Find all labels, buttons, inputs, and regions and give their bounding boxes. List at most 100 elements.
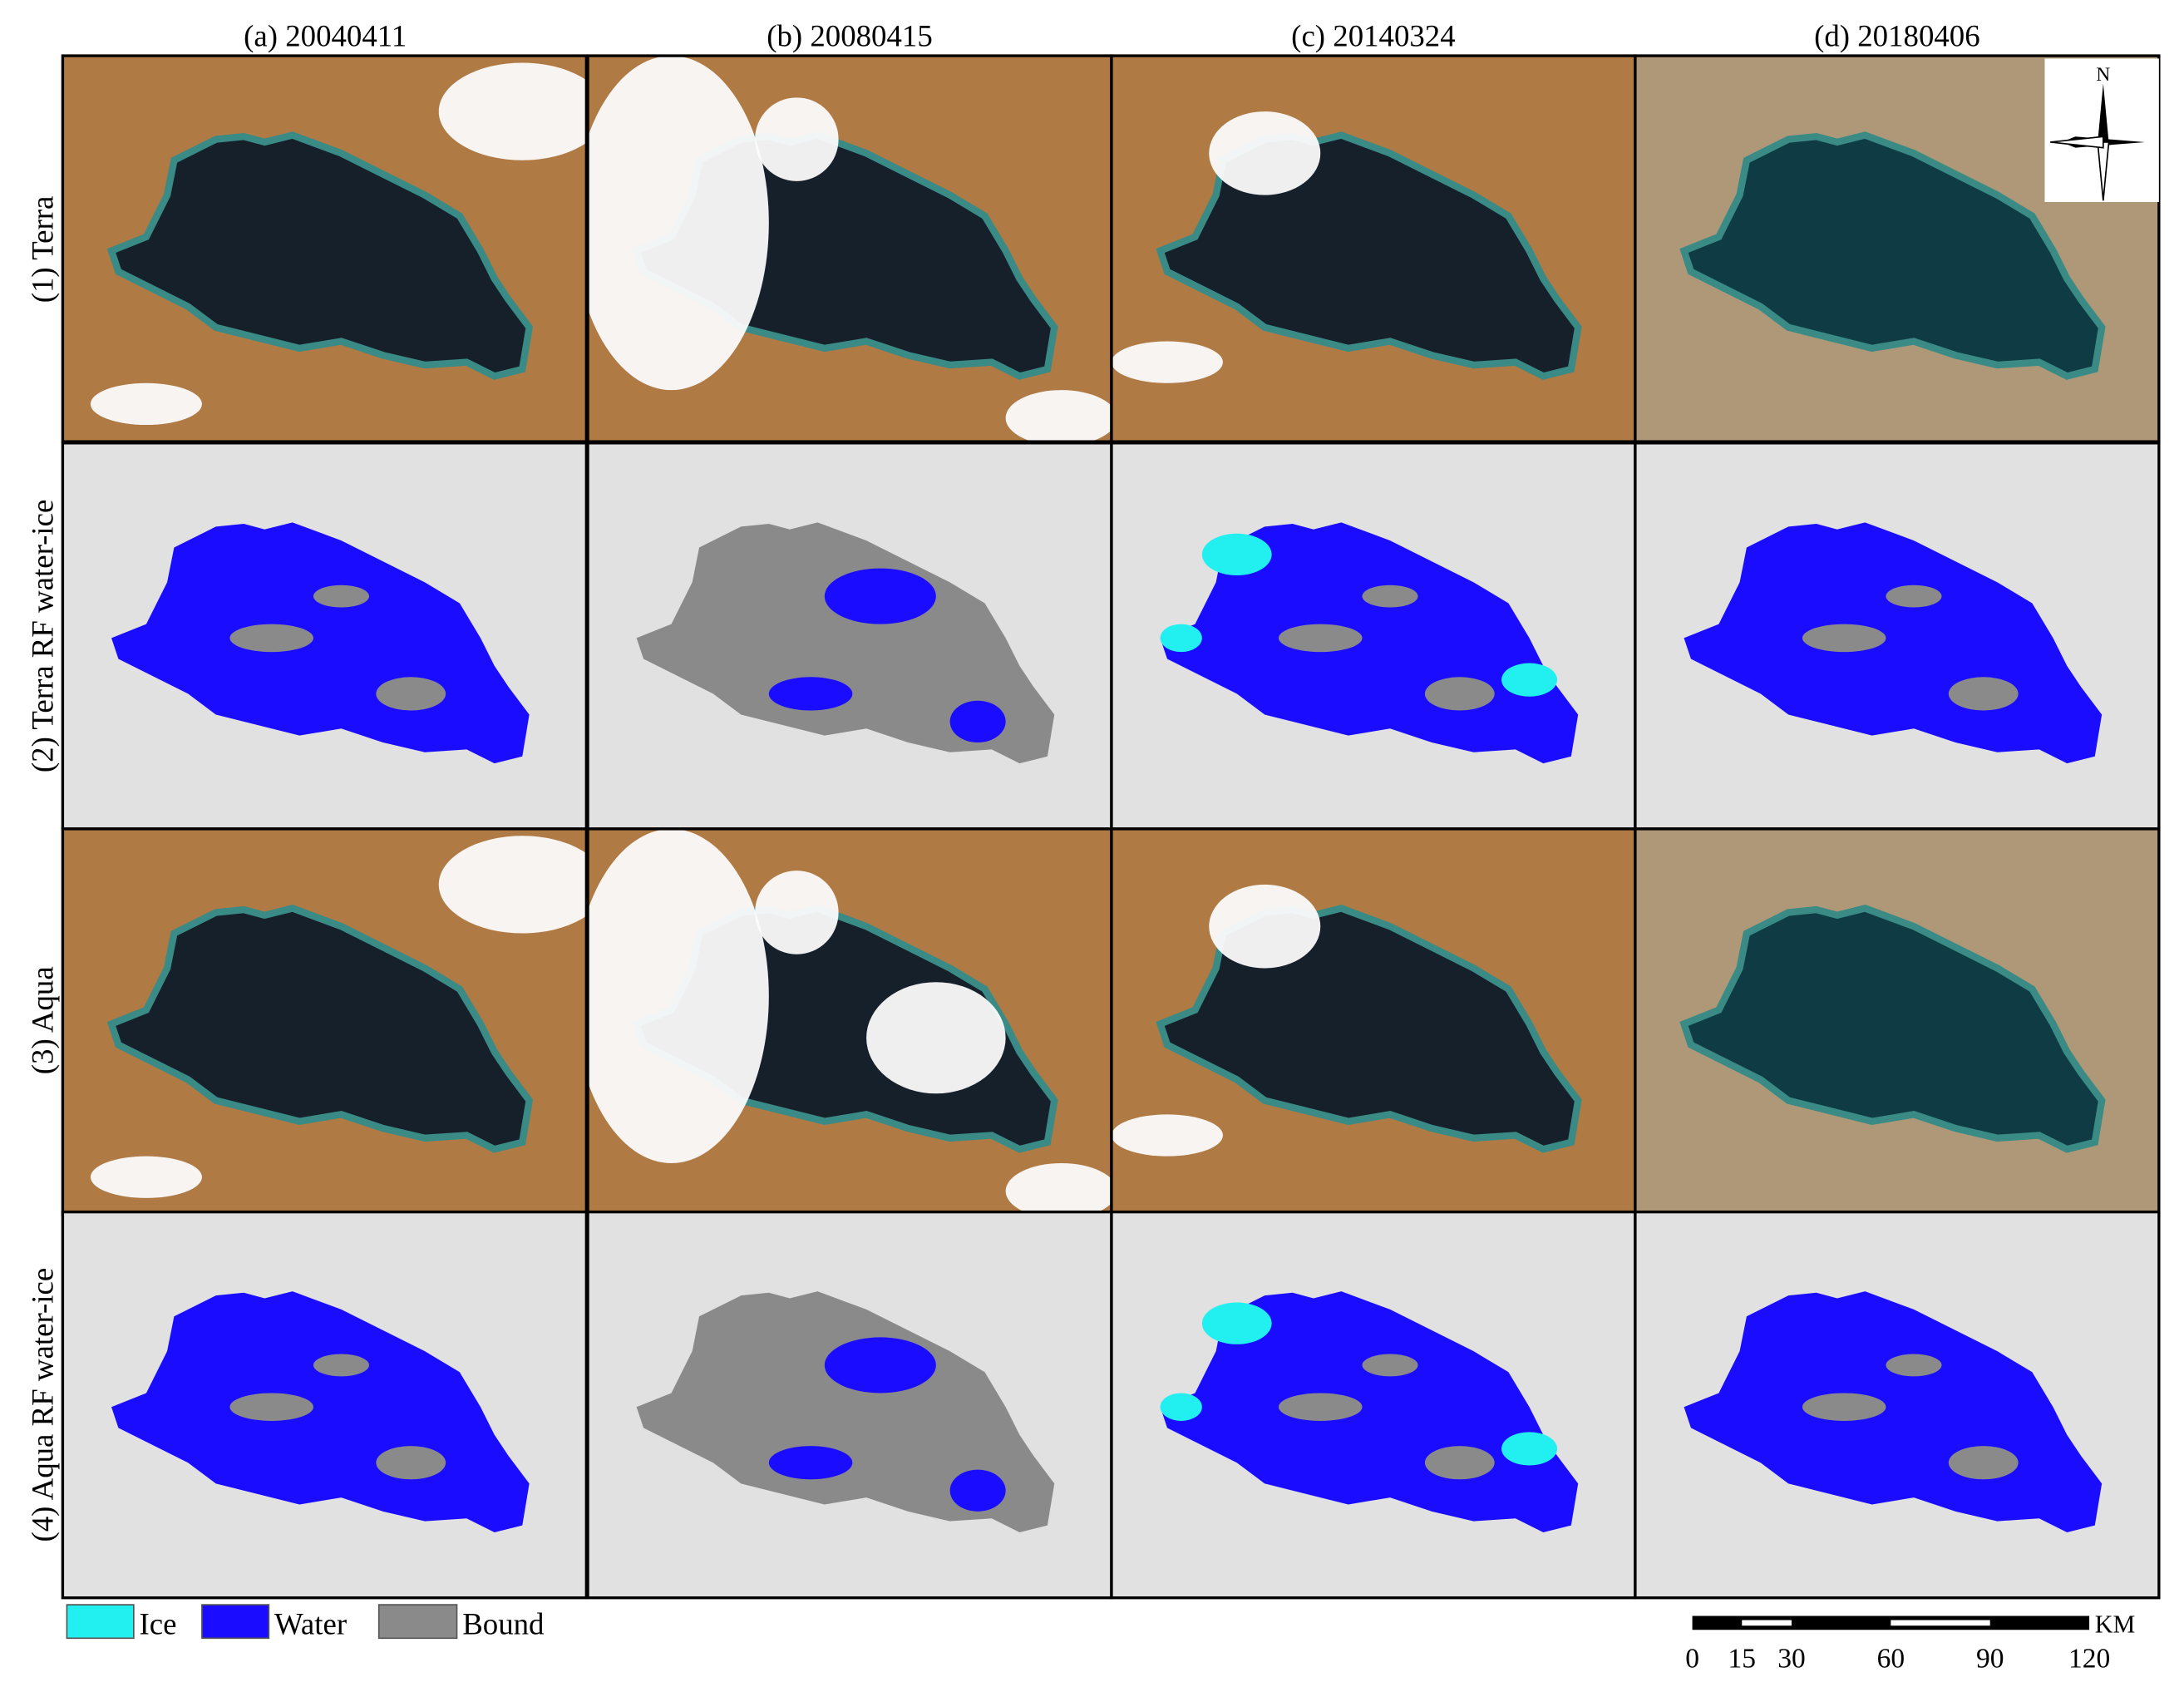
class-patch bbox=[1279, 624, 1363, 653]
legend: Ice Water Bound bbox=[66, 1604, 544, 1640]
panel-content bbox=[1634, 442, 2159, 829]
panel-content bbox=[588, 828, 1112, 1215]
panel bbox=[1634, 441, 2161, 831]
panel bbox=[586, 1210, 1113, 1600]
class-patch bbox=[1424, 1446, 1495, 1480]
cloud bbox=[438, 62, 587, 160]
cloud bbox=[1005, 1163, 1112, 1215]
north-arrow: N bbox=[2044, 58, 2159, 202]
class-patch bbox=[1160, 624, 1202, 653]
panel-content bbox=[62, 1211, 587, 1598]
panel bbox=[1634, 827, 2161, 1216]
class-patch bbox=[1201, 1302, 1272, 1344]
panel-content bbox=[588, 1211, 1112, 1598]
panel-content bbox=[62, 442, 587, 829]
panel-content bbox=[1111, 442, 1635, 829]
class-patch bbox=[1802, 1393, 1886, 1421]
cloud bbox=[1209, 111, 1321, 195]
panel bbox=[586, 827, 1113, 1216]
column-title: (a) 20040411 bbox=[244, 18, 407, 52]
scale-bar: 0 15 30 60 90 120 KM bbox=[1685, 1611, 2135, 1675]
cloud bbox=[755, 871, 839, 954]
panel-content bbox=[588, 56, 1112, 442]
panel bbox=[1110, 441, 1637, 831]
panel bbox=[61, 827, 589, 1216]
class-patch bbox=[1279, 1393, 1363, 1421]
class-patch bbox=[1201, 533, 1272, 575]
panel-grid bbox=[61, 54, 2161, 1600]
cloud bbox=[1111, 341, 1223, 383]
cloud bbox=[588, 828, 769, 1163]
arrow-shape bbox=[2050, 136, 2104, 149]
class-patch bbox=[1501, 663, 1558, 697]
panel bbox=[1110, 827, 1637, 1216]
panel-content bbox=[1111, 56, 1635, 442]
cloud bbox=[755, 97, 839, 181]
north-label: N bbox=[2096, 64, 2110, 86]
class-patch bbox=[1362, 1354, 1418, 1377]
class-patch bbox=[768, 677, 853, 711]
panel-content bbox=[62, 828, 587, 1215]
class-patch bbox=[1948, 1446, 2019, 1480]
panel bbox=[586, 54, 1113, 443]
class-patch bbox=[229, 624, 313, 653]
legend-label: Water bbox=[274, 1606, 347, 1640]
class-patch bbox=[376, 1446, 446, 1480]
scale-tick-label: 30 bbox=[1777, 1643, 1806, 1674]
panel-content bbox=[1111, 828, 1635, 1215]
scale-segment bbox=[1891, 1620, 1990, 1626]
scale-tick-label: 0 bbox=[1685, 1643, 1699, 1674]
scale-tick-label: 120 bbox=[2068, 1643, 2110, 1674]
class-patch bbox=[1886, 585, 1942, 608]
class-patch bbox=[313, 585, 369, 608]
panel bbox=[1110, 1210, 1637, 1600]
class-patch bbox=[313, 1354, 369, 1377]
class-patch bbox=[1362, 585, 1418, 608]
cloud bbox=[90, 1156, 202, 1198]
cloud bbox=[866, 982, 1006, 1094]
class-patch bbox=[1501, 1432, 1558, 1466]
class-patch bbox=[1886, 1354, 1942, 1377]
scale-tick-label: 15 bbox=[1728, 1643, 1757, 1674]
scale-unit: KM bbox=[2095, 1611, 2136, 1639]
cloud bbox=[1209, 884, 1321, 969]
column-title: (d) 20180406 bbox=[1814, 18, 1980, 52]
class-patch bbox=[1424, 677, 1495, 711]
class-patch bbox=[1802, 624, 1886, 653]
class-patch bbox=[768, 1446, 853, 1480]
class-patch bbox=[824, 568, 936, 624]
class-patch bbox=[229, 1393, 313, 1421]
class-patch bbox=[376, 677, 446, 711]
scale-segment bbox=[1742, 1620, 1792, 1626]
panel bbox=[1634, 1210, 2161, 1600]
class-patch bbox=[1948, 677, 2019, 711]
cloud bbox=[438, 836, 587, 934]
class-patch bbox=[1160, 1393, 1202, 1421]
cloud bbox=[588, 56, 769, 391]
legend-swatch bbox=[66, 1604, 135, 1640]
cloud bbox=[90, 382, 202, 426]
row-label: (3) Aqua bbox=[26, 966, 60, 1074]
legend-label: Ice bbox=[140, 1606, 177, 1640]
labels: (a) 20040411 (b) 20080415 (c) 20140324 (d) … bbox=[26, 18, 1980, 1541]
class-patch bbox=[949, 1469, 1006, 1512]
panel-border bbox=[1634, 1210, 2161, 1600]
cloud bbox=[1005, 390, 1112, 442]
legend-swatch bbox=[377, 1604, 458, 1640]
panel-content bbox=[1111, 1211, 1635, 1598]
legend-swatch bbox=[201, 1604, 270, 1640]
class-patch bbox=[949, 700, 1006, 743]
panel-content bbox=[1634, 1211, 2159, 1598]
arrow-shape bbox=[2098, 83, 2109, 142]
row-label: (4) Aqua RF water-ice bbox=[26, 1268, 60, 1542]
panel bbox=[61, 441, 589, 831]
panel-content bbox=[588, 442, 1112, 829]
column-title: (c) 20140324 bbox=[1291, 18, 1455, 52]
panel bbox=[61, 54, 589, 443]
panel bbox=[1110, 54, 1637, 443]
legend-label: Bound bbox=[462, 1606, 544, 1640]
scale-tick-label: 90 bbox=[1976, 1643, 2004, 1674]
row-label: (1) Terra bbox=[26, 196, 60, 303]
cloud bbox=[1111, 1114, 1223, 1157]
